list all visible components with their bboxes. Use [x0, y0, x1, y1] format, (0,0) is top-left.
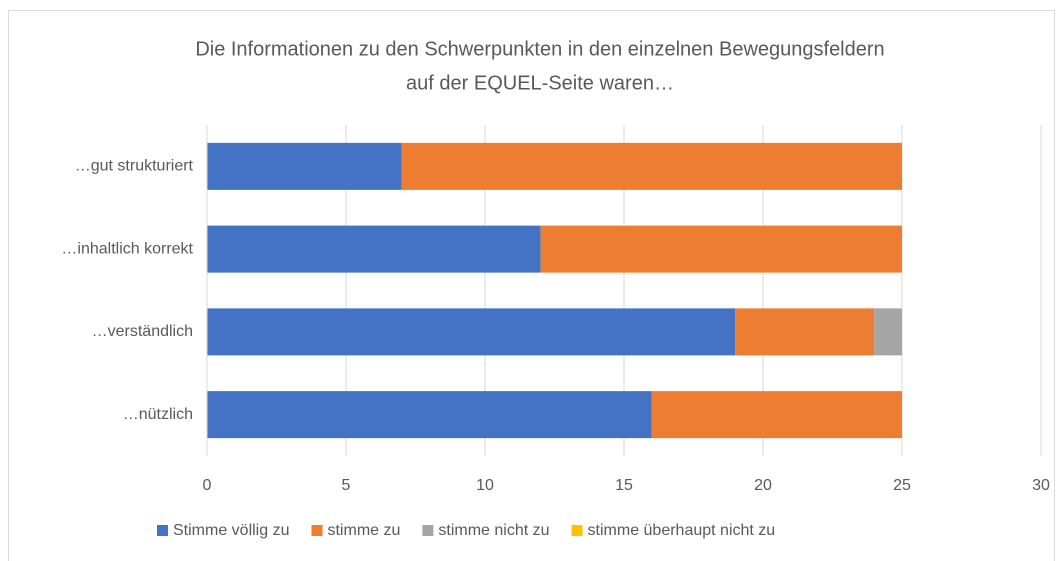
legend-label: Stimme völlig zu [173, 522, 289, 539]
y-tick-label: …gut strukturiert [75, 158, 194, 175]
x-tick-label: 15 [615, 477, 633, 494]
legend-swatch [422, 525, 434, 536]
bar-segment [207, 142, 402, 190]
y-tick-label: …verständlich [92, 323, 193, 340]
x-tick-label: 10 [476, 477, 494, 494]
x-tick-label: 20 [754, 477, 772, 494]
legend-label: stimme nicht zu [438, 522, 549, 539]
legend-label: stimme überhaupt nicht zu [588, 522, 776, 539]
bar-segment [540, 225, 902, 273]
bar-segment [207, 225, 541, 273]
bar-segment [207, 308, 736, 356]
legend-swatch [157, 525, 168, 536]
bar-segment [651, 391, 902, 439]
legend-label: stimme zu [327, 522, 400, 539]
chart-title: auf der EQUEL-Seite waren… [406, 72, 674, 94]
bar-segment [735, 308, 875, 356]
bar-segment [207, 391, 652, 439]
chart-frame [8, 10, 1055, 561]
x-tick-label: 25 [893, 477, 911, 494]
chart-title: Die Informationen zu den Schwerpunkten i… [195, 38, 884, 60]
y-tick-label: …nützlich [123, 406, 193, 423]
x-tick-label: 5 [342, 477, 351, 494]
y-tick-label: …inhaltlich korrekt [61, 240, 193, 257]
legend-swatch [571, 525, 583, 536]
bar-segment [401, 142, 902, 190]
bar-segment [874, 308, 902, 356]
legend-swatch [311, 525, 323, 536]
x-tick-label: 0 [203, 477, 212, 494]
x-tick-label: 30 [1032, 477, 1050, 494]
